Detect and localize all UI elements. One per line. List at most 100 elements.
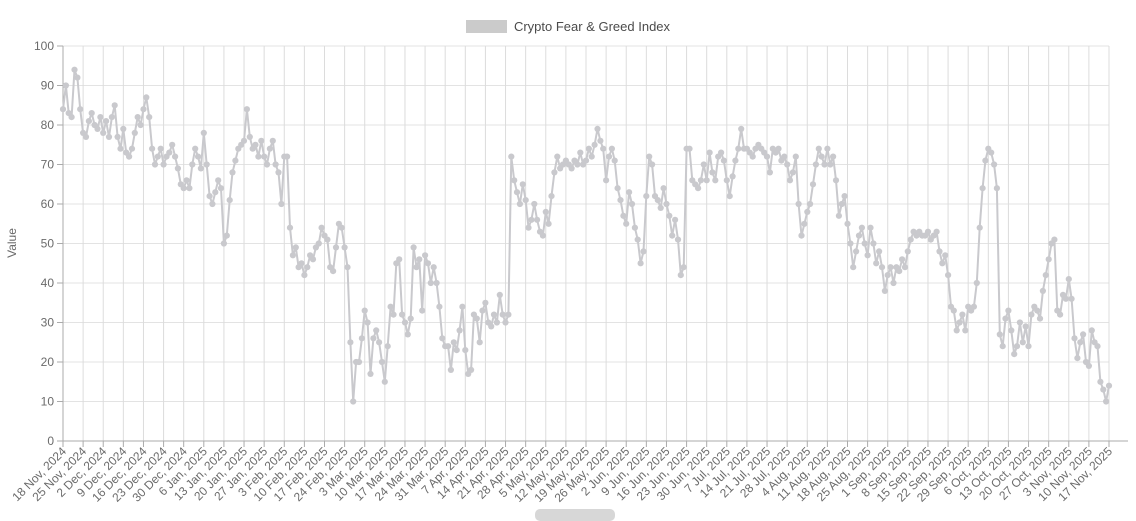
data-point-marker xyxy=(1039,287,1046,294)
data-point-marker xyxy=(646,153,653,160)
data-point-marker xyxy=(1011,351,1018,358)
data-point-marker xyxy=(1051,236,1058,243)
legend[interactable]: Crypto Fear & Greed Index xyxy=(0,20,1136,33)
data-point-marker xyxy=(841,193,848,200)
data-point-marker xyxy=(347,339,354,346)
data-point-marker xyxy=(433,279,440,287)
data-point-marker xyxy=(738,125,745,132)
data-point-marker xyxy=(456,327,463,334)
data-point-marker xyxy=(108,114,115,121)
data-point-marker xyxy=(298,260,305,267)
data-point-marker xyxy=(525,224,532,231)
data-point-marker xyxy=(361,307,368,314)
data-point-marker xyxy=(884,272,891,279)
data-point-marker xyxy=(605,153,613,160)
data-point-marker xyxy=(519,181,526,188)
data-point-marker xyxy=(82,133,90,140)
bottom-cropped-control[interactable] xyxy=(535,509,615,521)
data-point-marker xyxy=(422,252,429,259)
y-tick-label: 60 xyxy=(41,197,55,211)
data-point-marker xyxy=(255,153,262,160)
data-point-marker xyxy=(166,149,173,156)
data-point-marker xyxy=(568,165,575,172)
data-point-marker xyxy=(180,185,187,192)
data-point-marker xyxy=(640,248,647,255)
data-point-marker xyxy=(933,228,940,235)
y-tick-label: 0 xyxy=(47,434,54,448)
data-point-marker xyxy=(1105,382,1113,389)
data-point-marker xyxy=(855,232,863,239)
data-point-marker xyxy=(1103,398,1110,405)
data-point-marker xyxy=(355,358,363,366)
data-point-marker xyxy=(637,260,644,267)
data-point-marker xyxy=(611,157,618,164)
data-point-marker xyxy=(252,141,259,148)
data-point-marker xyxy=(600,145,607,152)
data-point-marker xyxy=(189,161,196,168)
data-point-marker xyxy=(649,161,656,168)
data-point-marker xyxy=(447,366,454,373)
data-point-marker xyxy=(381,378,388,385)
data-point-marker xyxy=(873,260,880,267)
data-point-marker xyxy=(890,279,897,287)
y-tick-label: 30 xyxy=(41,316,55,330)
data-point-marker xyxy=(1100,386,1107,393)
data-point-marker xyxy=(413,264,420,271)
data-point-marker xyxy=(534,216,541,223)
data-point-marker xyxy=(901,264,909,271)
data-point-marker xyxy=(801,220,808,227)
data-point-marker xyxy=(812,161,820,168)
data-point-marker xyxy=(878,264,886,271)
data-point-marker xyxy=(445,343,452,350)
data-point-marker xyxy=(818,153,825,160)
data-point-marker xyxy=(220,240,227,247)
data-point-marker xyxy=(631,224,639,231)
data-point-marker xyxy=(904,248,911,255)
data-point-marker xyxy=(959,311,966,318)
data-point-marker xyxy=(712,177,719,184)
data-point-marker xyxy=(430,264,437,271)
data-point-marker xyxy=(982,157,989,164)
data-point-marker xyxy=(539,232,547,239)
data-point-marker xyxy=(200,129,207,136)
data-point-marker xyxy=(861,240,868,247)
y-tick-label: 40 xyxy=(41,276,55,290)
data-point-marker xyxy=(367,370,374,377)
data-point-marker xyxy=(798,232,805,239)
data-point-marker xyxy=(993,185,1001,192)
data-point-marker xyxy=(172,153,179,160)
data-point-marker xyxy=(496,291,503,298)
data-point-marker xyxy=(275,169,282,176)
y-axis-title: Value xyxy=(5,228,19,258)
data-point-marker xyxy=(1077,339,1084,346)
data-point-marker xyxy=(608,145,616,152)
data-point-marker xyxy=(953,327,960,334)
y-axis-tick-labels: 0 10 20 30 40 50 60 70 80 90 100 xyxy=(34,39,54,448)
data-point-marker xyxy=(907,236,914,243)
data-point-marker xyxy=(962,327,969,334)
data-point-marker xyxy=(858,224,866,231)
data-point-marker xyxy=(939,260,946,267)
data-point-marker xyxy=(643,193,650,200)
data-point-marker xyxy=(206,193,213,200)
data-point-marker xyxy=(131,129,138,136)
data-point-marker xyxy=(853,248,860,255)
data-point-marker xyxy=(766,169,774,176)
gridlines xyxy=(63,45,1110,441)
data-point-marker xyxy=(226,197,233,204)
data-point-marker xyxy=(1042,272,1049,279)
data-point-marker xyxy=(881,287,889,294)
data-point-marker xyxy=(726,193,733,200)
data-point-marker xyxy=(502,319,509,326)
data-point-marker xyxy=(597,137,604,144)
data-point-marker xyxy=(493,319,500,326)
data-point-marker xyxy=(942,252,949,259)
data-point-marker xyxy=(832,177,840,184)
data-point-marker xyxy=(286,224,294,231)
data-point-marker xyxy=(1088,327,1095,334)
data-point-marker xyxy=(476,339,483,346)
data-point-marker xyxy=(1034,307,1041,314)
data-point-marker xyxy=(867,224,874,231)
